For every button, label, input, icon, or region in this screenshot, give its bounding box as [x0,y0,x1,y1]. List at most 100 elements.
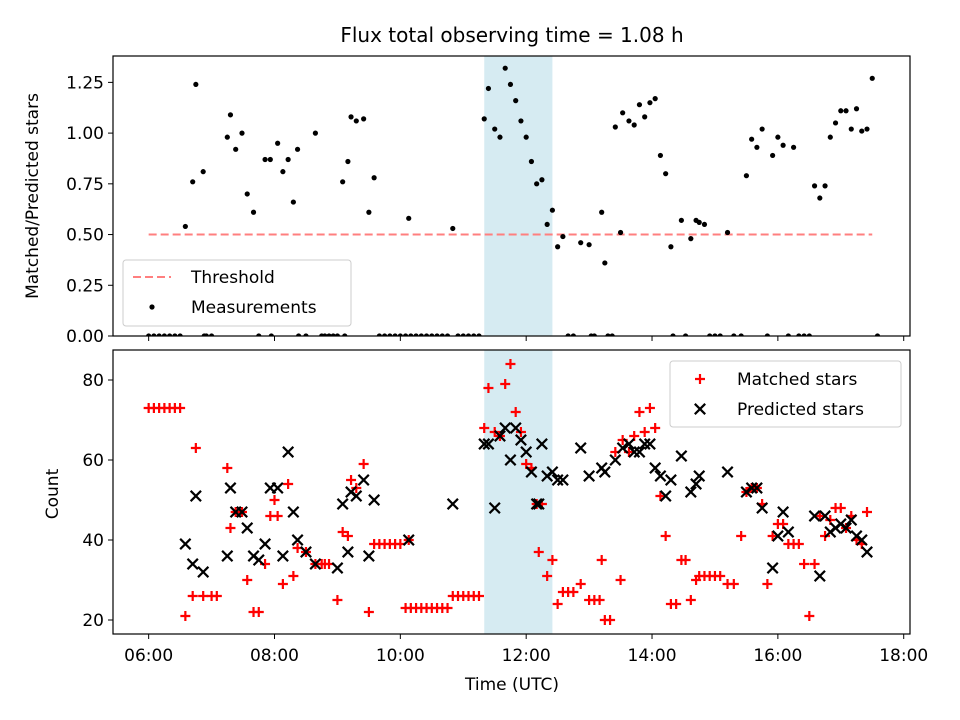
data-point-x [520,446,533,458]
data-point [402,333,409,336]
data-point-x [488,502,501,514]
data-point [465,333,472,336]
data-point [312,130,318,136]
data-point-x [357,474,370,486]
data-point [361,116,367,122]
x-tick-label: 10:00 [376,646,425,666]
data-point [806,333,812,336]
data-point-x [186,558,199,570]
data-point [832,120,839,126]
data-point [528,158,535,165]
data-point-plus [594,595,605,605]
data-point [801,333,807,336]
data-point-x [299,546,312,558]
data-point [303,333,309,336]
data-point-plus [793,539,804,549]
data-point [612,124,618,130]
data-point-x [855,534,868,546]
data-point-x [493,430,506,442]
data-point-plus [552,599,563,609]
data-point-x [197,566,210,578]
data-point [642,114,648,120]
data-point-x [530,498,543,510]
data-point [233,146,239,152]
data-point-plus [442,603,453,613]
data-point-x [446,498,459,510]
data-point-plus [187,591,198,601]
data-point [754,144,760,150]
data-point-x [649,462,662,474]
data-point [570,333,576,336]
data-point-x [350,490,363,502]
data-point-plus [671,599,682,609]
data-point [275,140,281,146]
data-point [182,223,188,230]
data-point-plus [736,531,747,541]
data-point-plus [211,591,222,601]
data-point [268,333,274,336]
data-point-plus [288,571,299,581]
data-point-x [221,550,234,562]
data-point-x [659,490,672,502]
data-point [345,158,351,165]
data-point-x [291,534,304,546]
data-point-plus [500,379,511,389]
data-point-x [622,438,635,450]
data-point [853,106,860,112]
data-point [775,134,781,140]
data-point [492,126,498,132]
data-point [652,96,658,102]
data-point-x [509,422,522,434]
data-point [560,233,566,240]
data-point [874,333,881,336]
data-point [353,118,359,124]
data-point [785,333,791,336]
data-point-x [525,466,538,478]
data-point [578,240,584,246]
data-point [518,118,524,124]
x-tick-label: 18:00 [879,646,928,666]
data-point-plus [342,531,353,541]
data-point [285,156,291,163]
data-point [507,81,514,88]
data-point [636,102,643,108]
legend-box [122,259,352,327]
x-tick-label: 14:00 [628,646,677,666]
data-point-plus [715,571,726,581]
data-point-x [276,550,289,562]
data-point [497,134,503,140]
y-tick-label: 0.75 [66,175,104,195]
plot-frame [112,55,911,337]
data-point [670,333,676,336]
data-point-x [777,506,790,518]
data-point [177,333,183,336]
data-point [539,177,545,183]
legend-swatch-plus [695,374,705,384]
data-point-plus [575,579,586,589]
data-point-x [236,506,248,518]
x-tick-label: 08:00 [250,646,299,666]
data-point-x [189,490,202,502]
data-point-plus [175,403,186,413]
data-point [817,195,823,201]
data-point-plus [650,423,661,433]
data-point-x [756,502,769,514]
data-point-plus [225,523,236,533]
data-point [668,244,674,250]
top-y-axis-label: Matched/Predicted stars [23,93,43,299]
data-point-plus [655,491,666,501]
top-panel: 0.00 0.25 0.50 0.75 1.00 1.25 Threshold Measure… [66,55,911,347]
data-point-x [331,562,344,574]
data-point [429,333,435,336]
data-point [859,128,865,134]
data-point-x [546,466,559,478]
data-point-plus [862,507,873,517]
data-point-plus [190,443,201,453]
data-point-plus [277,579,288,589]
data-point-plus [634,407,645,417]
data-point-x [813,570,826,582]
data-point-x [252,554,265,566]
data-point [544,221,550,228]
data-point-x [643,438,656,450]
